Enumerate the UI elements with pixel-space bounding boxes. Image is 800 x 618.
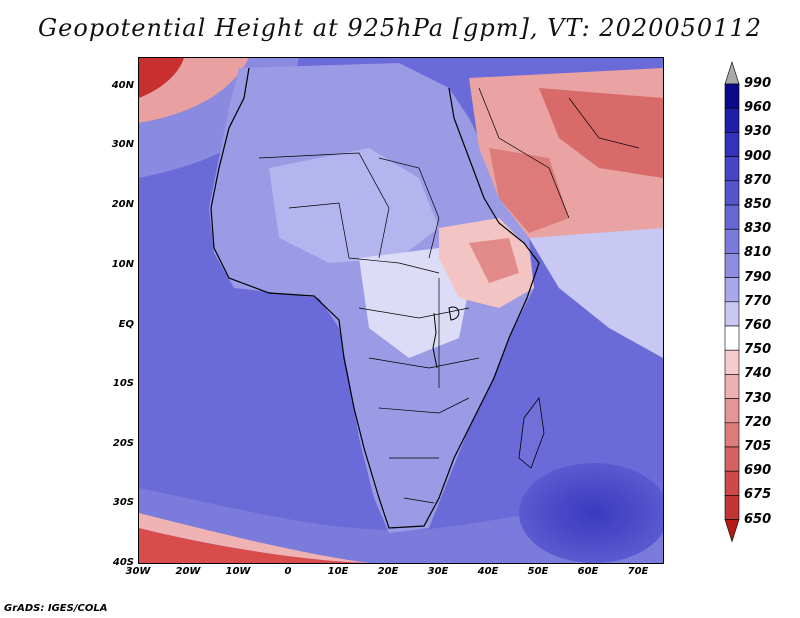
lon-label: 20E (377, 566, 399, 577)
colorbar-label: 930 (744, 124, 772, 140)
nw-low (139, 58, 184, 98)
colorbar-box (724, 228, 740, 254)
lon-label: 20W (175, 566, 201, 577)
colorbar-top-arrow (724, 61, 740, 85)
lon-label: 40E (477, 566, 499, 577)
lon-label: 30E (427, 566, 449, 577)
lat-label: EQ (118, 319, 134, 330)
lat-label: 30N (111, 139, 134, 150)
southern-low-red (139, 528, 379, 563)
colorbar-label: 770 (744, 293, 772, 309)
lon-label: 70E (627, 566, 649, 577)
footer-credit: GrADS: IGES/COLA (4, 603, 108, 614)
lon-label: 30W (125, 566, 151, 577)
lat-label: 10S (112, 378, 134, 389)
colorbar-label: 705 (744, 439, 772, 454)
lat-label: 10N (111, 259, 134, 270)
colorbar-label: 740 (744, 366, 772, 382)
colorbar-box (724, 132, 740, 157)
colorbar-label: 675 (744, 487, 772, 503)
colorbar-label: 650 (744, 511, 772, 527)
lat-label: 30S (112, 497, 134, 508)
map-title: Geopotential Height at 925hPa [gpm], VT:… (38, 14, 762, 42)
colorbar-label: 830 (744, 221, 772, 237)
colorbar-box (724, 470, 740, 496)
lat-label: 20N (111, 199, 134, 210)
iran-red-core (539, 88, 663, 178)
colorbar-box (724, 180, 740, 206)
central-africa-light (359, 248, 469, 358)
lat-label: 20S (112, 438, 134, 449)
lon-label: 50E (527, 566, 549, 577)
colorbar-box (724, 374, 740, 399)
lat-label: 40S (112, 557, 134, 568)
colorbar-label: 690 (744, 463, 772, 479)
colorbar-box (724, 156, 740, 182)
ethiopia-core (469, 238, 519, 283)
colorbar-box (724, 325, 740, 351)
map-field (139, 58, 663, 563)
colorbar-box (724, 349, 740, 375)
nw-low-halo (139, 58, 249, 123)
southern-low-pink (139, 513, 379, 563)
colorbar-box (724, 253, 740, 278)
colorbar-box (724, 495, 740, 520)
colorbar-label: 900 (744, 148, 772, 164)
colorbar-box (724, 277, 740, 303)
indian-ocean-high (519, 463, 663, 563)
lon-label: 0 (284, 566, 292, 577)
colorbar-box (724, 204, 740, 230)
colorbar-label: 850 (744, 197, 772, 212)
colorbar-box (724, 301, 740, 327)
map-panel[interactable] (138, 57, 664, 564)
great-lakes (432, 306, 460, 369)
colorbar-label: 990 (744, 76, 772, 91)
colorbar-label: 810 (744, 245, 772, 261)
colorbar-box (724, 446, 740, 472)
colorbar-label: 870 (744, 172, 772, 188)
sahara-light (269, 148, 439, 263)
africa-coastline (210, 67, 540, 529)
colorbar-label: 760 (744, 318, 772, 333)
colorbar-label: 790 (744, 269, 772, 285)
lat-label: 40N (111, 80, 134, 91)
colorbar-label: 960 (744, 100, 772, 116)
lon-label: 60E (577, 566, 599, 577)
colorbar-box (724, 422, 740, 448)
colorbar-label: 730 (744, 390, 772, 406)
lon-label: 10E (327, 566, 349, 577)
madagascar (518, 396, 545, 469)
colorbar-label: 720 (744, 414, 772, 430)
colorbar-box (724, 398, 740, 424)
colorbar-box (724, 107, 740, 133)
colorbar-label: 750 (744, 342, 772, 358)
south-band (139, 488, 663, 563)
colorbar-bottom-arrow (724, 519, 740, 543)
lon-label: 10W (225, 566, 251, 577)
colorbar-box (724, 83, 740, 109)
arabian-sea-light (529, 228, 663, 358)
colorbar (724, 61, 740, 543)
country-borders (258, 87, 640, 504)
arabia-red-core (489, 148, 569, 233)
